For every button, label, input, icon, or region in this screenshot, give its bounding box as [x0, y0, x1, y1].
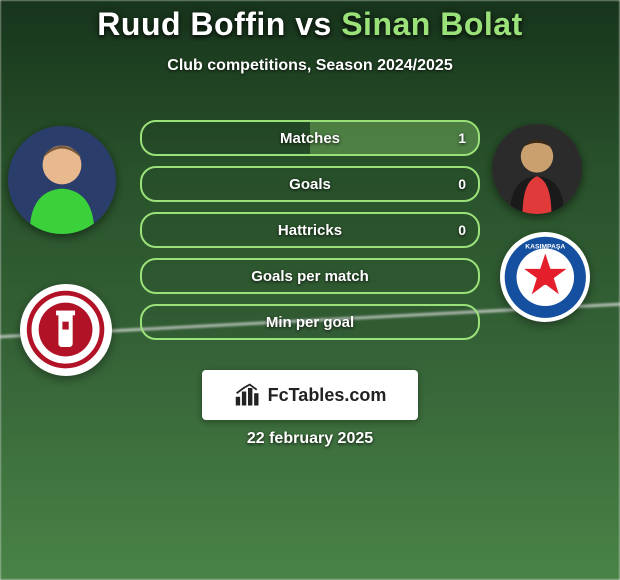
subtitle: Club competitions, Season 2024/2025 — [0, 57, 620, 75]
stat-row-hattricks: Hattricks 0 — [140, 212, 480, 248]
player1-avatar — [8, 126, 116, 234]
club2-text: KASIMPAŞA — [525, 243, 565, 250]
stat-row-goals-per-match: Goals per match — [140, 258, 480, 294]
club1-badge — [20, 284, 112, 376]
stat-label: Goals — [289, 176, 331, 193]
stat-value-right: 0 — [458, 222, 466, 238]
club2-badge: KASIMPAŞA — [500, 232, 590, 322]
stat-label: Matches — [280, 130, 340, 147]
club1-tower-win — [63, 322, 69, 330]
club1-tower-top — [56, 311, 75, 316]
main-container: Ruud Boffin vs Sinan Bolat Club competit… — [0, 0, 620, 580]
site-chart-icon — [234, 381, 262, 409]
site-name: FcTables.com — [268, 385, 387, 406]
site-badge: FcTables.com — [202, 370, 418, 420]
page-title: Ruud Boffin vs Sinan Bolat — [0, 0, 620, 43]
club2-center — [537, 269, 552, 284]
stat-row-goals: Goals 0 — [140, 166, 480, 202]
stats-panel: Matches 1 Goals 0 Hattricks 0 Goals per match M… — [140, 120, 480, 350]
player2-avatar — [492, 124, 582, 214]
stat-label: Hattricks — [278, 222, 342, 239]
stat-label: Min per goal — [266, 314, 354, 331]
stat-row-min-per-goal: Min per goal — [140, 304, 480, 340]
stat-value-right: 1 — [458, 130, 466, 146]
title-vs: vs — [295, 6, 332, 42]
stat-value-right: 0 — [458, 176, 466, 192]
title-player2: Sinan Bolat — [341, 6, 523, 42]
date-label: 22 february 2025 — [0, 430, 620, 448]
title-player1: Ruud Boffin — [97, 6, 286, 42]
stat-row-matches: Matches 1 — [140, 120, 480, 156]
stat-label: Goals per match — [251, 268, 369, 285]
